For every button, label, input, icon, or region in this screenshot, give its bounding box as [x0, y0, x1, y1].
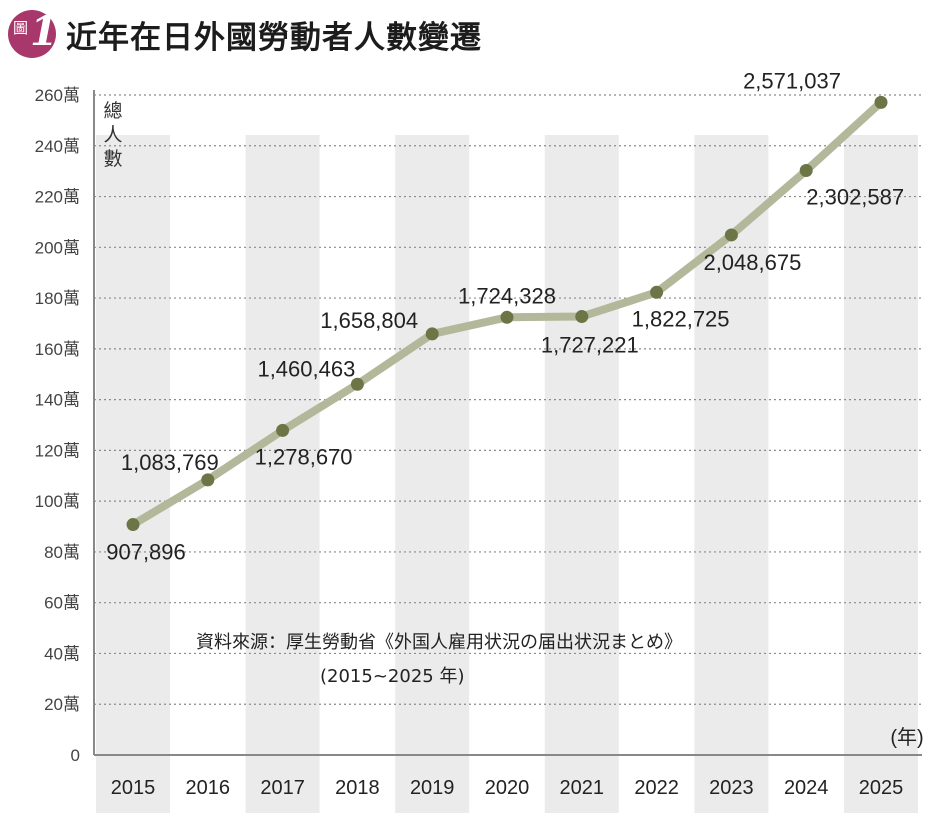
- data-label-2015: 907,896: [106, 540, 186, 565]
- y-axis-label-char: 人: [103, 124, 122, 146]
- y-axis-label-char: 總: [103, 100, 122, 122]
- x-tick-label: 2018: [335, 777, 380, 799]
- source-line-1: 資料來源：厚生勞動省《外国人雇用状況の届出状況まとめ》: [196, 632, 682, 653]
- data-label-2021: 1,727,221: [541, 333, 639, 358]
- x-tick-label: 2016: [186, 777, 231, 799]
- x-tick-label: 2024: [784, 777, 829, 799]
- y-tick-label: 260萬: [35, 86, 80, 105]
- x-tick-label: 2019: [410, 777, 455, 799]
- x-tick-label: 2021: [560, 777, 605, 799]
- data-point-2018: [350, 377, 364, 391]
- data-point-2015: [126, 518, 140, 532]
- data-label-2024: 2,302,587: [806, 184, 904, 209]
- data-point-2025: [874, 95, 888, 109]
- data-point-2024: [799, 163, 813, 177]
- data-label-2019: 1,658,804: [320, 308, 418, 333]
- y-tick-label: 20萬: [44, 695, 80, 714]
- title-row: 圖 1 近年在日外國勞動者人數變遷: [8, 6, 482, 62]
- axes: [93, 90, 922, 756]
- y-tick-label: 160萬: [35, 340, 80, 359]
- badge-number: 1: [30, 8, 58, 55]
- x-tick-label: 2025: [859, 777, 904, 799]
- y-tick-label: 100萬: [35, 492, 80, 511]
- x-tick-label: 2017: [260, 777, 305, 799]
- data-labels: 907,896 1,083,769 1,278,670 1,460,463 1,658,…: [106, 68, 904, 564]
- column-band-2019: [395, 135, 470, 813]
- y-tick-label: 120萬: [35, 441, 80, 460]
- column-band-2015: [96, 135, 170, 813]
- x-tick-label: 2020: [485, 777, 530, 799]
- column-band-2025: [844, 135, 918, 813]
- x-tick-label: 2015: [111, 777, 156, 799]
- column-band-2021: [544, 135, 619, 813]
- x-axis-label: (年): [890, 726, 923, 749]
- x-tick-labels: 2015 2016 2017 2018 2019 2020 2021 2022 2023 2024…: [111, 777, 904, 799]
- y-tick-label: 240萬: [35, 137, 80, 156]
- data-label-2020: 1,724,328: [458, 283, 556, 308]
- x-tick-label: 2023: [709, 777, 754, 799]
- data-label-2016: 1,083,769: [121, 450, 219, 475]
- source-line-2: (2015~2025 年): [320, 666, 465, 687]
- gridlines: [94, 94, 922, 705]
- badge-label: 圖: [13, 19, 29, 37]
- data-markers: [126, 95, 888, 532]
- data-label-2025: 2,571,037: [743, 68, 841, 93]
- y-tick-label: 220萬: [35, 188, 80, 207]
- y-tick-label: 40萬: [44, 644, 80, 663]
- y-tick-label: 140萬: [35, 391, 80, 410]
- data-point-2022: [650, 285, 664, 299]
- data-label-2018: 1,460,463: [257, 356, 355, 381]
- data-point-2016: [201, 473, 215, 487]
- y-axis-label: 總人數: [103, 100, 122, 170]
- figure-badge: 圖 1: [8, 8, 58, 58]
- data-label-2023: 2,048,675: [703, 250, 801, 275]
- column-bands: [96, 135, 918, 813]
- y-tick-labels: 0 20萬 40萬 60萬 80萬 100萬 120萬 140萬 160萬 180萬 200萬 220…: [35, 86, 80, 765]
- y-tick-label: 200萬: [35, 238, 80, 257]
- x-tick-label: 2022: [634, 777, 679, 799]
- data-point-2023: [724, 228, 738, 242]
- chart-title: 近年在日外國勞動者人數變遷: [66, 19, 482, 56]
- data-point-2019: [425, 327, 439, 341]
- data-point-2021: [575, 310, 589, 324]
- y-tick-label: 0: [71, 746, 80, 765]
- data-point-2020: [500, 310, 514, 324]
- y-tick-label: 180萬: [35, 289, 80, 308]
- column-band-2023: [694, 135, 769, 813]
- data-label-2017: 1,278,670: [255, 444, 353, 469]
- y-axis-label-char: 數: [103, 148, 122, 170]
- source-note: 資料來源：厚生勞動省《外国人雇用状況の届出状況まとめ》 (2015~2025 年…: [196, 626, 682, 694]
- y-tick-label: 80萬: [44, 543, 80, 562]
- y-tick-label: 60萬: [44, 594, 80, 613]
- column-band-2017: [245, 135, 320, 813]
- data-label-2022: 1,822,725: [632, 306, 730, 331]
- data-point-2017: [276, 423, 290, 437]
